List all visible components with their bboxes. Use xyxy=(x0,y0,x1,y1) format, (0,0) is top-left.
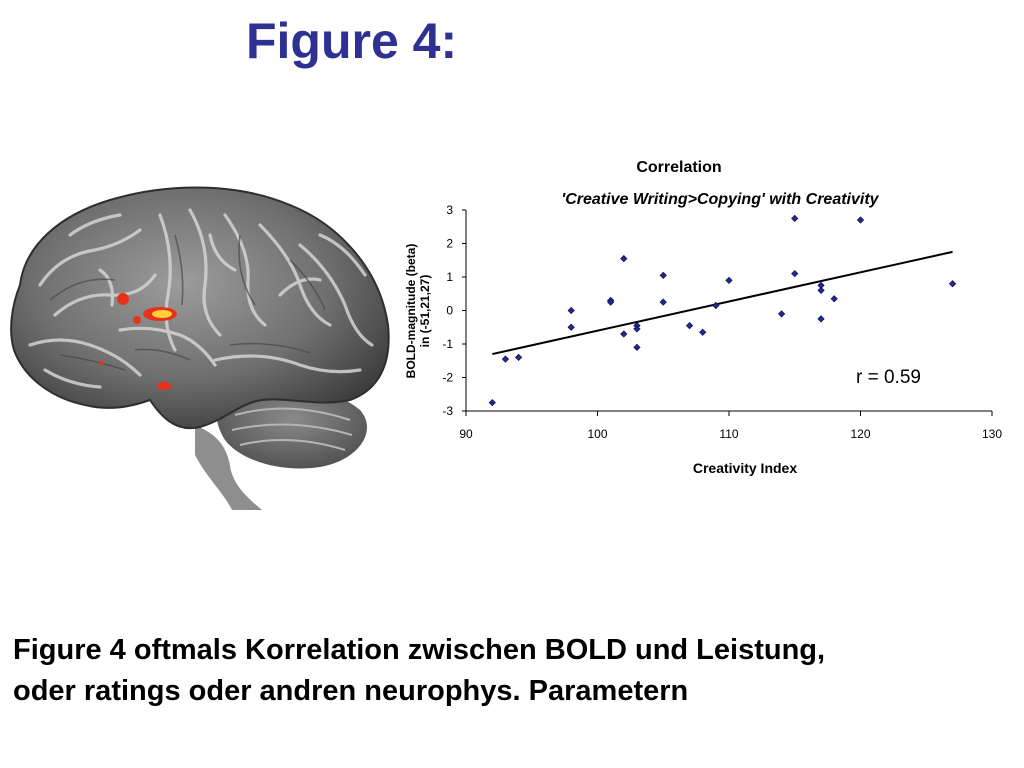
data-point xyxy=(488,399,496,407)
y-tick-label: 1 xyxy=(446,270,453,284)
x-tick-label: 110 xyxy=(719,427,738,441)
x-ticks: 90 100 110 120 130 xyxy=(459,411,1002,441)
brain-stem xyxy=(195,425,262,510)
data-point xyxy=(633,343,641,351)
caption-line-1: Figure 4 oftmals Korrelation zwischen BO… xyxy=(13,634,826,666)
chart-title: Correlation xyxy=(636,159,721,176)
x-tick-label: 90 xyxy=(459,427,473,441)
slide-caption: Figure 4 oftmals Korrelation zwischen BO… xyxy=(13,630,1013,712)
data-point xyxy=(856,216,865,224)
y-tick-label: -1 xyxy=(442,337,453,351)
data-point xyxy=(712,301,720,310)
data-point xyxy=(791,270,799,278)
brain-cerebellum xyxy=(216,385,367,469)
data-point xyxy=(777,310,786,318)
data-point xyxy=(791,214,799,222)
data-point xyxy=(699,328,707,336)
data-point xyxy=(659,298,667,306)
brain-cortex xyxy=(10,186,390,430)
data-point xyxy=(607,298,615,306)
y-axis-label: BOLD-magnitude (beta) in (-51,21,27) xyxy=(404,244,432,379)
data-point xyxy=(514,353,523,362)
x-axis-label: Creativity Index xyxy=(693,460,797,476)
activation-blobs xyxy=(98,293,177,390)
x-tick-label: 120 xyxy=(850,427,870,441)
caption-line-2: oder ratings oder andren neurophys. Para… xyxy=(13,675,689,707)
y-axis-label-line-2: in (-51,21,27) xyxy=(418,275,432,348)
data-point xyxy=(817,315,825,323)
data-point xyxy=(948,280,957,288)
data-points xyxy=(488,214,957,407)
data-point xyxy=(501,355,510,363)
slide-title: Figure 4: xyxy=(246,13,458,69)
data-point xyxy=(659,271,667,279)
chart-subtitle: 'Creative Writing>Copying' with Creativi… xyxy=(561,191,879,208)
data-point xyxy=(830,295,838,303)
data-point xyxy=(725,276,733,284)
data-point xyxy=(620,330,628,338)
brain-image xyxy=(10,186,390,510)
x-tick-label: 130 xyxy=(982,427,1002,441)
regression-line xyxy=(492,250,953,356)
data-point xyxy=(817,286,825,295)
x-tick-label: 100 xyxy=(587,427,607,441)
y-tick-label: -2 xyxy=(442,371,453,385)
data-point xyxy=(567,323,575,331)
data-point xyxy=(567,306,575,315)
y-axis-label-line-1: BOLD-magnitude (beta) xyxy=(404,244,418,379)
data-point xyxy=(620,254,628,263)
scatter-chart: Correlation 'Creative Writing>Copying' w… xyxy=(404,159,1002,476)
y-tick-label: 0 xyxy=(446,304,453,318)
y-tick-label: 2 xyxy=(446,237,453,251)
data-point xyxy=(633,325,641,333)
y-tick-label: 3 xyxy=(446,203,453,217)
data-point xyxy=(685,321,694,330)
y-tick-label: -3 xyxy=(442,404,453,418)
correlation-annotation: r = 0.59 xyxy=(856,367,921,388)
y-ticks: 3 2 1 0 -1 -2 -3 xyxy=(442,203,466,418)
